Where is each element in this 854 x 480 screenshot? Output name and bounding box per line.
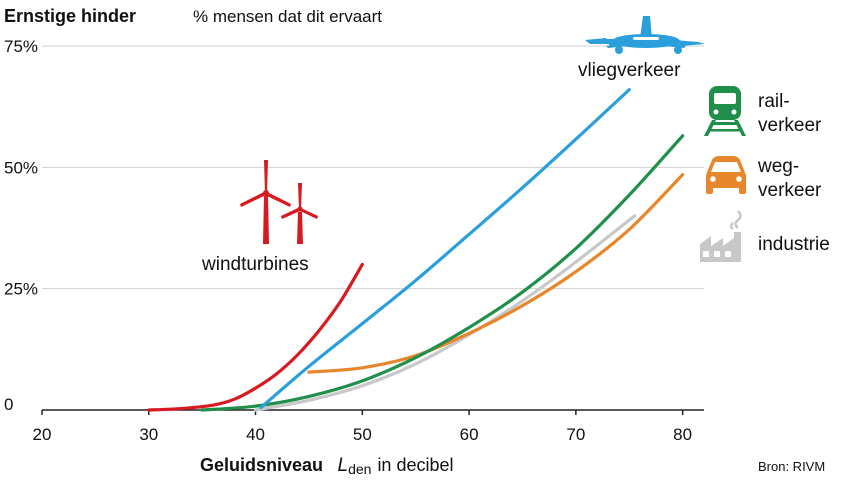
series-label-railverkeer-1: rail- [758,91,790,112]
car-icon [706,156,746,194]
x-tick-label: 20 [33,425,52,444]
y-tick-label: 50% [4,158,38,177]
series-label-vliegverkeer: vliegverkeer [578,60,681,81]
chart-title: Ernstige hinder [4,6,136,26]
x-tick-label: 70 [566,425,585,444]
x-tick-label: 50 [353,425,372,444]
series-label-wegverkeer-2: verkeer [758,180,822,201]
series-line-railverkeer [200,134,685,412]
y-tick-label: 75% [4,37,38,56]
x-tick-label: 80 [673,425,692,444]
gridlines [42,45,704,290]
y-tick-label: 25% [4,280,38,299]
series-label-industrie: industrie [758,234,830,255]
series-label-windturbines: windturbines [201,254,309,275]
series-line-windturbines [147,262,364,412]
train-icon [704,86,746,136]
chart-subtitle: % mensen dat dit ervaart [193,7,382,26]
x-tick-label: 60 [460,425,479,444]
x-axis-label: Geluidsniveau Lden in decibel [200,455,454,477]
x-tick-label: 30 [139,425,158,444]
x-tick-label: 40 [246,425,265,444]
series-line-vliegverkeer [259,88,631,410]
y-axis-ticks: 0 25% 50% 75% [4,37,38,414]
x-axis: 20 30 40 50 60 70 80 [33,409,704,444]
factory-icon [700,210,742,262]
wind-turbine-icon [240,160,318,244]
series-label-wegverkeer-1: weg- [757,156,799,177]
series-line-industrie [253,214,637,412]
airplane-icon [585,16,705,54]
y-tick-label: 0 [4,395,13,414]
source-label: Bron: RIVM [758,459,825,474]
series-lines [147,88,685,412]
series-line-wegverkeer [307,173,685,374]
series-label-railverkeer-2: verkeer [758,115,822,136]
